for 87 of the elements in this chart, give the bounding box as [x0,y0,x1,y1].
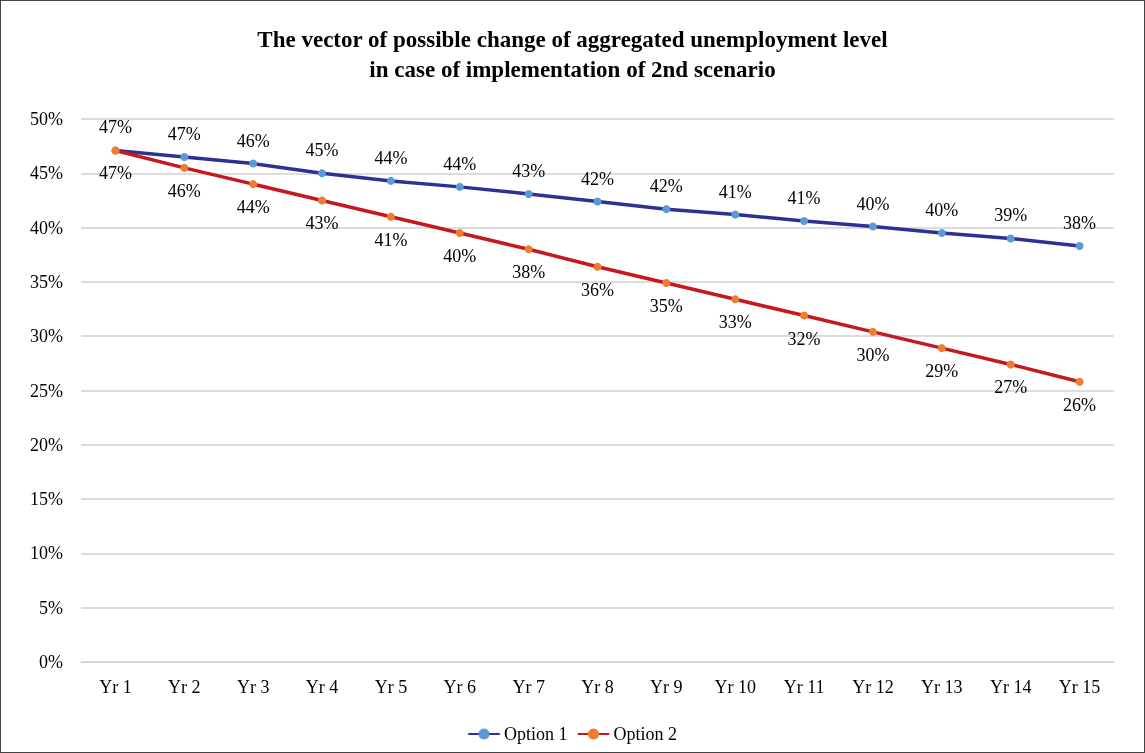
point [937,229,946,238]
y-tick-label: 15% [30,489,63,510]
data-label: 41% [787,188,821,209]
legend-label: Option 2 [613,724,678,744]
point [593,262,602,271]
point [1006,234,1015,243]
data-label: 45% [305,140,339,161]
point [593,197,602,206]
point [524,245,533,254]
x-tick-label: Yr 4 [305,677,339,697]
x-tick-label: Yr 8 [581,677,614,697]
point [731,210,740,219]
data-label: 43% [305,213,339,234]
x-tick-label: Yr 15 [1058,677,1101,697]
data-label: 44% [443,153,477,174]
point [386,176,395,185]
data-label: 42% [581,168,614,189]
point [318,196,327,205]
data-label: 47% [167,124,201,145]
data-label: 36% [581,279,614,300]
point [1075,242,1084,251]
x-tick-label: Yr 7 [512,677,545,697]
y-tick-label: 30% [30,326,63,347]
data-label: 46% [236,130,270,151]
y-tick-label: 0% [39,652,63,672]
data-label: 46% [167,180,201,201]
data-label: 38% [1063,213,1097,234]
point [662,278,671,287]
x-tick-label: Yr 9 [650,677,683,697]
data-label: 40% [856,193,890,214]
data-label: 41% [374,229,408,250]
data-label: 30% [856,344,890,365]
data-label: 39% [994,205,1028,226]
y-tick-label: 20% [30,434,63,455]
point [662,205,671,214]
data-label: 40% [925,200,959,221]
data-label: 40% [443,246,477,267]
x-tick-label: Yr 5 [374,677,408,697]
point [180,153,189,162]
data-label: 47% [98,117,132,138]
point [249,180,258,189]
point [800,217,809,226]
data-label: 29% [925,361,959,382]
point [868,222,877,231]
x-tick-label: Yr 10 [714,677,756,697]
y-tick-label: 5% [39,597,63,618]
y-tick-label: 50% [30,109,63,129]
data-label: 41% [718,181,752,202]
data-label: 33% [718,312,752,333]
data-label: 44% [236,197,270,218]
point [249,159,258,168]
x-tick-label: Yr 14 [989,677,1032,697]
point [1075,377,1084,386]
y-tick-label: 25% [30,380,63,401]
point [1006,360,1015,369]
data-label: 27% [994,377,1028,398]
point [318,169,327,178]
y-tick-label: 10% [30,543,63,564]
data-label: 47% [98,163,132,184]
data-label: 32% [787,328,821,349]
x-tick-label: Yr 6 [443,677,477,697]
data-label: 43% [512,160,546,181]
x-tick-label: Yr 1 [99,677,132,697]
y-tick-label: 40% [30,217,63,238]
data-label: 26% [1063,394,1097,415]
data-label: 42% [649,176,683,197]
x-tick-label: Yr 13 [921,677,963,697]
point [800,311,809,320]
point [455,229,464,238]
point [868,327,877,336]
x-tick-label: Yr 2 [168,677,201,697]
y-tick-label: 35% [30,271,63,292]
x-tick-label: Yr 12 [852,677,894,697]
point [455,182,464,191]
legend-label: Option 1 [504,724,568,744]
point [524,189,533,198]
point [731,295,740,304]
data-label: 44% [374,147,408,168]
y-tick-label: 45% [30,163,63,184]
x-tick-label: Yr 3 [236,677,270,697]
x-tick-label: Yr 11 [783,677,825,697]
point [180,163,189,172]
data-label: 38% [512,262,546,283]
data-label: 35% [649,295,683,316]
point [937,344,946,353]
point [386,212,395,221]
chart-title: The vector of possible change of aggregated unemployment level in case of implementation of 2nd scenario [257,26,888,82]
